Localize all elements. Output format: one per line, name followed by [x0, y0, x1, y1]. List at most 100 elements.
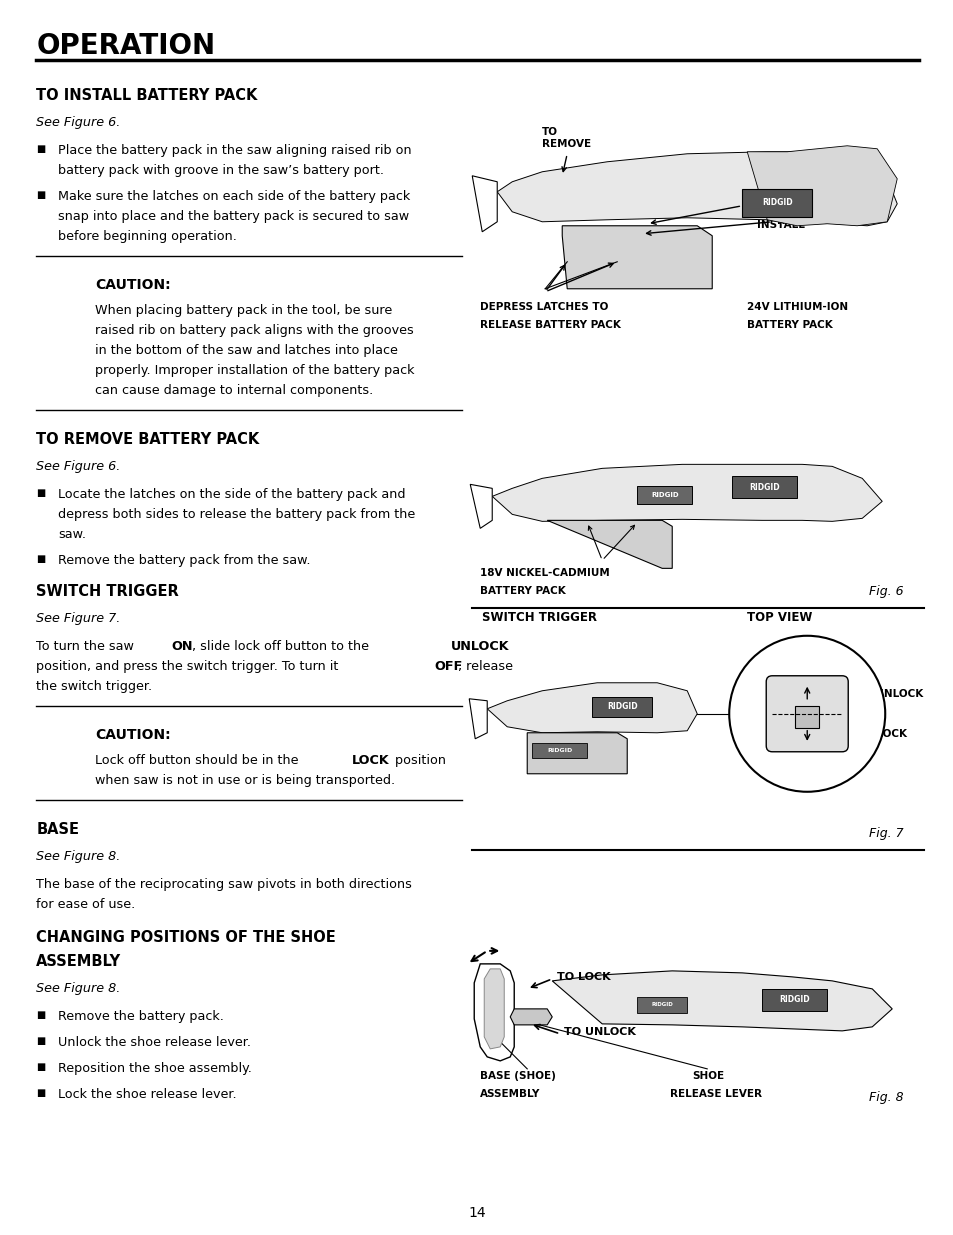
Text: position, and press the switch trigger. To turn it: position, and press the switch trigger. … — [36, 659, 342, 673]
FancyBboxPatch shape — [592, 697, 652, 716]
Text: ■: ■ — [36, 488, 46, 498]
Text: Make sure the latches on each side of the battery pack: Make sure the latches on each side of th… — [58, 190, 410, 203]
Text: Lock off button should be in the: Lock off button should be in the — [95, 755, 303, 767]
Text: UNLOCK: UNLOCK — [450, 640, 509, 653]
FancyBboxPatch shape — [732, 477, 797, 499]
Text: BATTERY PACK: BATTERY PACK — [746, 320, 832, 330]
Text: 14: 14 — [468, 1207, 485, 1220]
Text: OFF: OFF — [435, 659, 462, 673]
Text: RELEASE BATTERY PACK: RELEASE BATTERY PACK — [479, 320, 620, 330]
Text: when saw is not in use or is being transported.: when saw is not in use or is being trans… — [95, 774, 395, 787]
Text: □ LOCK: □ LOCK — [862, 729, 906, 739]
FancyBboxPatch shape — [741, 189, 811, 217]
Text: CAUTION:: CAUTION: — [95, 278, 171, 291]
Text: RIDGID: RIDGID — [546, 747, 572, 753]
Text: depress both sides to release the battery pack from the: depress both sides to release the batter… — [58, 508, 416, 521]
Text: RIDGID: RIDGID — [650, 493, 678, 499]
Text: TO INSTALL BATTERY PACK: TO INSTALL BATTERY PACK — [36, 88, 257, 103]
Text: the switch trigger.: the switch trigger. — [36, 680, 152, 693]
Text: in the bottom of the saw and latches into place: in the bottom of the saw and latches int… — [95, 345, 397, 357]
FancyBboxPatch shape — [532, 742, 587, 758]
Text: Fig. 6: Fig. 6 — [868, 584, 902, 598]
Text: Remove the battery pack from the saw.: Remove the battery pack from the saw. — [58, 555, 311, 567]
Text: Lock the shoe release lever.: Lock the shoe release lever. — [58, 1088, 236, 1100]
Text: RAISED RIB: RAISED RIB — [777, 216, 843, 226]
Text: before beginning operation.: before beginning operation. — [58, 230, 237, 243]
Text: BASE: BASE — [36, 823, 79, 837]
Text: RIDGID: RIDGID — [606, 703, 637, 711]
Text: ■: ■ — [36, 190, 46, 200]
Text: properly. Improper installation of the battery pack: properly. Improper installation of the b… — [95, 364, 415, 377]
Polygon shape — [474, 963, 514, 1061]
Polygon shape — [527, 732, 626, 774]
Text: Reposition the shoe assembly.: Reposition the shoe assembly. — [58, 1062, 252, 1074]
Text: ■: ■ — [36, 1036, 46, 1046]
Ellipse shape — [728, 636, 884, 792]
Text: RIDGID: RIDGID — [761, 199, 792, 207]
Text: raised rib on battery pack aligns with the grooves: raised rib on battery pack aligns with t… — [95, 324, 414, 337]
Text: SWITCH TRIGGER: SWITCH TRIGGER — [36, 584, 179, 599]
Text: See Figure 8.: See Figure 8. — [36, 982, 120, 995]
Text: TO UNLOCK: TO UNLOCK — [563, 1026, 636, 1037]
Text: To turn the saw: To turn the saw — [36, 640, 138, 653]
Text: BATTERY PACK: BATTERY PACK — [479, 587, 565, 597]
Text: See Figure 6.: See Figure 6. — [36, 459, 120, 473]
Text: CAUTION:: CAUTION: — [95, 727, 171, 742]
Text: ■: ■ — [36, 144, 46, 154]
Text: ■: ■ — [36, 555, 46, 564]
Text: , slide lock off button to the: , slide lock off button to the — [192, 640, 373, 653]
Text: The base of the reciprocating saw pivots in both directions: The base of the reciprocating saw pivots… — [36, 878, 412, 890]
Text: CHANGING POSITIONS OF THE SHOE: CHANGING POSITIONS OF THE SHOE — [36, 930, 335, 945]
Text: See Figure 8.: See Figure 8. — [36, 850, 120, 863]
Text: BASE (SHOE): BASE (SHOE) — [479, 1071, 556, 1081]
Text: SWITCH TRIGGER: SWITCH TRIGGER — [481, 611, 597, 625]
Text: TO LOCK: TO LOCK — [557, 972, 610, 982]
Polygon shape — [472, 175, 497, 232]
Text: 24V LITHIUM-ION: 24V LITHIUM-ION — [746, 301, 847, 311]
Text: LOCK: LOCK — [352, 755, 389, 767]
FancyBboxPatch shape — [765, 676, 847, 752]
FancyBboxPatch shape — [637, 487, 692, 504]
Text: battery pack with groove in the saw’s battery port.: battery pack with groove in the saw’s ba… — [58, 164, 384, 177]
Text: SHOE: SHOE — [692, 1071, 723, 1081]
Text: TOP VIEW: TOP VIEW — [746, 611, 812, 625]
Text: for ease of use.: for ease of use. — [36, 898, 135, 911]
Text: Unlock the shoe release lever.: Unlock the shoe release lever. — [58, 1036, 251, 1049]
Text: TO REMOVE BATTERY PACK: TO REMOVE BATTERY PACK — [36, 432, 259, 447]
Polygon shape — [487, 683, 697, 732]
Text: ASSEMBLY: ASSEMBLY — [479, 1089, 540, 1099]
Text: Fig. 7: Fig. 7 — [868, 826, 902, 840]
Text: OPERATION: OPERATION — [36, 32, 215, 61]
Polygon shape — [484, 969, 504, 1049]
Polygon shape — [746, 146, 896, 226]
Text: See Figure 6.: See Figure 6. — [36, 116, 120, 128]
Polygon shape — [561, 226, 712, 289]
Polygon shape — [492, 464, 882, 521]
Text: ■: ■ — [36, 1010, 46, 1020]
Text: Place the battery pack in the saw aligning raised rib on: Place the battery pack in the saw aligni… — [58, 144, 412, 157]
Text: snap into place and the battery pack is secured to saw: snap into place and the battery pack is … — [58, 210, 409, 224]
Text: TO
REMOVE: TO REMOVE — [541, 127, 591, 148]
Text: , release: , release — [457, 659, 512, 673]
Text: RIDGID: RIDGID — [651, 1003, 673, 1008]
Text: can cause damage to internal components.: can cause damage to internal components. — [95, 384, 374, 396]
Text: DEPRESS LATCHES TO: DEPRESS LATCHES TO — [479, 301, 608, 311]
Text: ASSEMBLY: ASSEMBLY — [36, 953, 121, 969]
Text: position: position — [391, 755, 445, 767]
Polygon shape — [470, 484, 492, 529]
FancyBboxPatch shape — [637, 997, 686, 1013]
FancyBboxPatch shape — [761, 989, 826, 1011]
Text: ■: ■ — [36, 1062, 46, 1072]
Polygon shape — [497, 152, 896, 226]
Text: Remove the battery pack.: Remove the battery pack. — [58, 1010, 224, 1023]
Text: saw.: saw. — [58, 529, 86, 541]
Text: ↑ UNLOCK: ↑ UNLOCK — [862, 689, 923, 699]
Text: Fig. 8: Fig. 8 — [868, 1091, 902, 1104]
Polygon shape — [510, 1009, 552, 1025]
Text: TO
INSTALL: TO INSTALL — [757, 209, 804, 231]
Text: ■: ■ — [36, 1088, 46, 1098]
Text: RIDGID: RIDGID — [779, 995, 809, 1004]
Text: Locate the latches on the side of the battery pack and: Locate the latches on the side of the ba… — [58, 488, 405, 501]
Text: ON: ON — [172, 640, 193, 653]
FancyBboxPatch shape — [795, 705, 819, 727]
